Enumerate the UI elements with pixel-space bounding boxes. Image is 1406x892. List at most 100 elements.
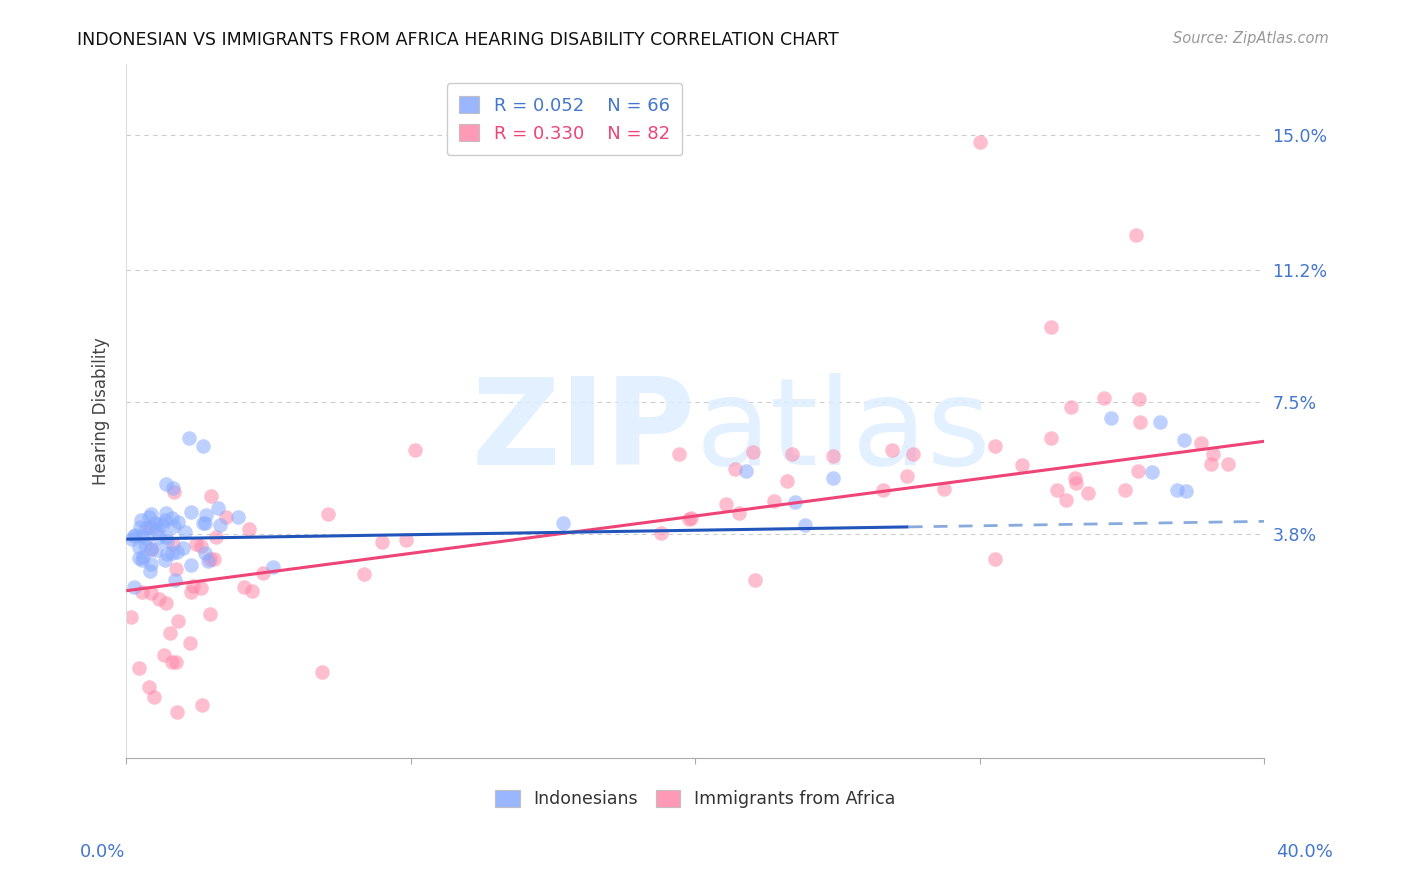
Point (934, 482, 956, 496)
Legend: Indonesians, Immigrants from Africa: Indonesians, Immigrants from Africa (488, 783, 903, 815)
Point (668, 447, 690, 461)
Point (134, 538, 156, 552)
Point (135, 531, 157, 545)
Point (129, 519, 152, 533)
Point (1064, 475, 1087, 490)
Point (209, 518, 232, 533)
Point (197, 554, 219, 568)
Point (139, 557, 162, 571)
Point (728, 506, 751, 520)
Point (124, 528, 146, 542)
Point (179, 636, 201, 650)
Point (165, 562, 187, 576)
Point (1140, 465, 1163, 479)
Point (145, 524, 167, 538)
Point (191, 439, 214, 453)
Point (226, 509, 249, 524)
Point (166, 545, 188, 559)
Point (180, 558, 202, 572)
Point (180, 585, 202, 599)
Point (153, 648, 176, 663)
Point (194, 508, 217, 522)
Point (823, 471, 845, 485)
Point (155, 596, 177, 610)
Point (155, 552, 177, 566)
Point (901, 447, 924, 461)
Point (128, 551, 150, 566)
Point (155, 513, 177, 527)
Point (240, 584, 263, 599)
Point (1189, 436, 1212, 450)
Point (238, 522, 260, 536)
Point (1125, 227, 1147, 242)
Point (180, 505, 202, 519)
Point (252, 566, 274, 581)
Text: 0.0%: 0.0% (80, 843, 125, 861)
Point (122, 580, 145, 594)
Point (159, 626, 181, 640)
Point (122, 529, 145, 543)
Point (155, 477, 177, 491)
Point (896, 469, 918, 483)
Point (165, 656, 187, 670)
Point (121, 532, 143, 546)
Point (1063, 470, 1085, 484)
Point (1039, 320, 1062, 334)
Point (139, 542, 162, 557)
Point (131, 584, 153, 599)
Point (162, 481, 184, 495)
Point (1128, 392, 1150, 407)
Point (1202, 447, 1225, 461)
Point (135, 520, 157, 534)
Point (148, 592, 170, 607)
Point (139, 564, 162, 578)
Point (148, 530, 170, 544)
Point (742, 444, 765, 458)
Point (872, 483, 894, 498)
Point (186, 536, 208, 550)
Point (1011, 458, 1033, 472)
Point (1201, 458, 1223, 472)
Point (181, 579, 204, 593)
Point (162, 510, 184, 524)
Point (1173, 434, 1195, 448)
Point (984, 440, 1007, 454)
Point (734, 464, 756, 478)
Point (163, 574, 186, 588)
Point (139, 520, 162, 534)
Text: atlas: atlas (696, 374, 991, 491)
Point (202, 552, 225, 566)
Point (131, 553, 153, 567)
Point (198, 552, 221, 566)
Point (166, 705, 188, 719)
Point (262, 560, 284, 574)
Point (156, 548, 179, 562)
Point (198, 607, 221, 621)
Point (311, 665, 333, 679)
Point (553, 516, 575, 531)
Text: 40.0%: 40.0% (1277, 843, 1333, 861)
Point (142, 690, 165, 705)
Point (1039, 431, 1062, 445)
Point (163, 485, 186, 500)
Point (969, 136, 991, 150)
Point (132, 549, 155, 564)
Point (162, 537, 184, 551)
Point (775, 475, 797, 489)
Point (205, 530, 228, 544)
Point (193, 546, 215, 560)
Point (150, 518, 173, 533)
Point (138, 510, 160, 524)
Point (316, 508, 339, 522)
Point (200, 489, 222, 503)
Point (1046, 483, 1069, 497)
Point (129, 513, 152, 527)
Point (395, 533, 418, 547)
Point (156, 533, 179, 548)
Point (139, 507, 162, 521)
Point (172, 541, 194, 555)
Point (1114, 483, 1136, 498)
Point (145, 542, 167, 557)
Point (155, 530, 177, 544)
Point (128, 661, 150, 675)
